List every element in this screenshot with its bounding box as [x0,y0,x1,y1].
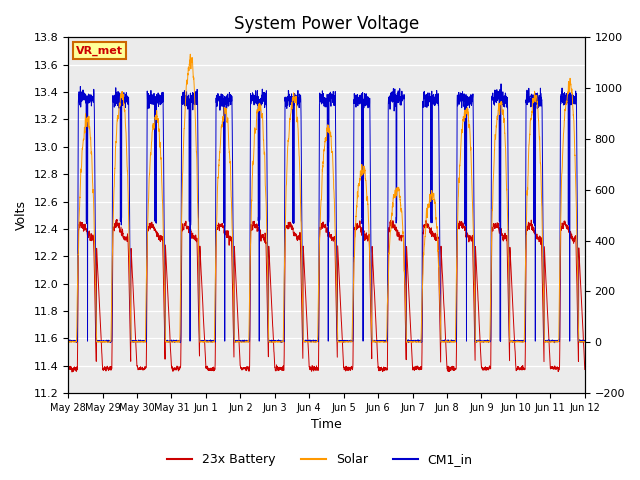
Line: CM1_in: CM1_in [68,84,585,343]
CM1_in [413,338,421,344]
23x Battery [413,363,421,369]
23x Battery [442,348,450,354]
Solar [413,339,421,345]
23x Battery [113,216,120,222]
Text: VR_met: VR_met [76,45,123,56]
23x Battery [68,369,76,375]
CM1_in [580,338,588,344]
23x Battery [307,366,315,372]
Solar [157,155,165,161]
CM1_in [497,81,505,87]
CM1_in [442,338,450,344]
23x Battery [157,234,165,240]
CM1_in [157,93,165,98]
Solar [580,339,588,345]
CM1_in [307,338,315,344]
Title: System Power Voltage: System Power Voltage [234,15,419,33]
Solar [64,339,72,345]
Y-axis label: Volts: Volts [15,200,28,230]
Solar [67,339,75,345]
23x Battery [472,243,479,249]
23x Battery [64,366,72,372]
23x Battery [581,367,589,372]
CM1_in [551,340,559,346]
Solar [472,339,479,345]
Legend: 23x Battery, Solar, CM1_in: 23x Battery, Solar, CM1_in [163,448,477,471]
Line: Solar: Solar [68,54,585,342]
Solar [186,51,194,57]
Solar [581,339,589,345]
Solar [307,339,315,345]
CM1_in [472,338,479,344]
CM1_in [581,339,589,345]
Line: 23x Battery: 23x Battery [68,219,585,372]
Solar [442,339,450,345]
CM1_in [64,338,72,344]
X-axis label: Time: Time [311,419,342,432]
23x Battery [580,356,588,362]
